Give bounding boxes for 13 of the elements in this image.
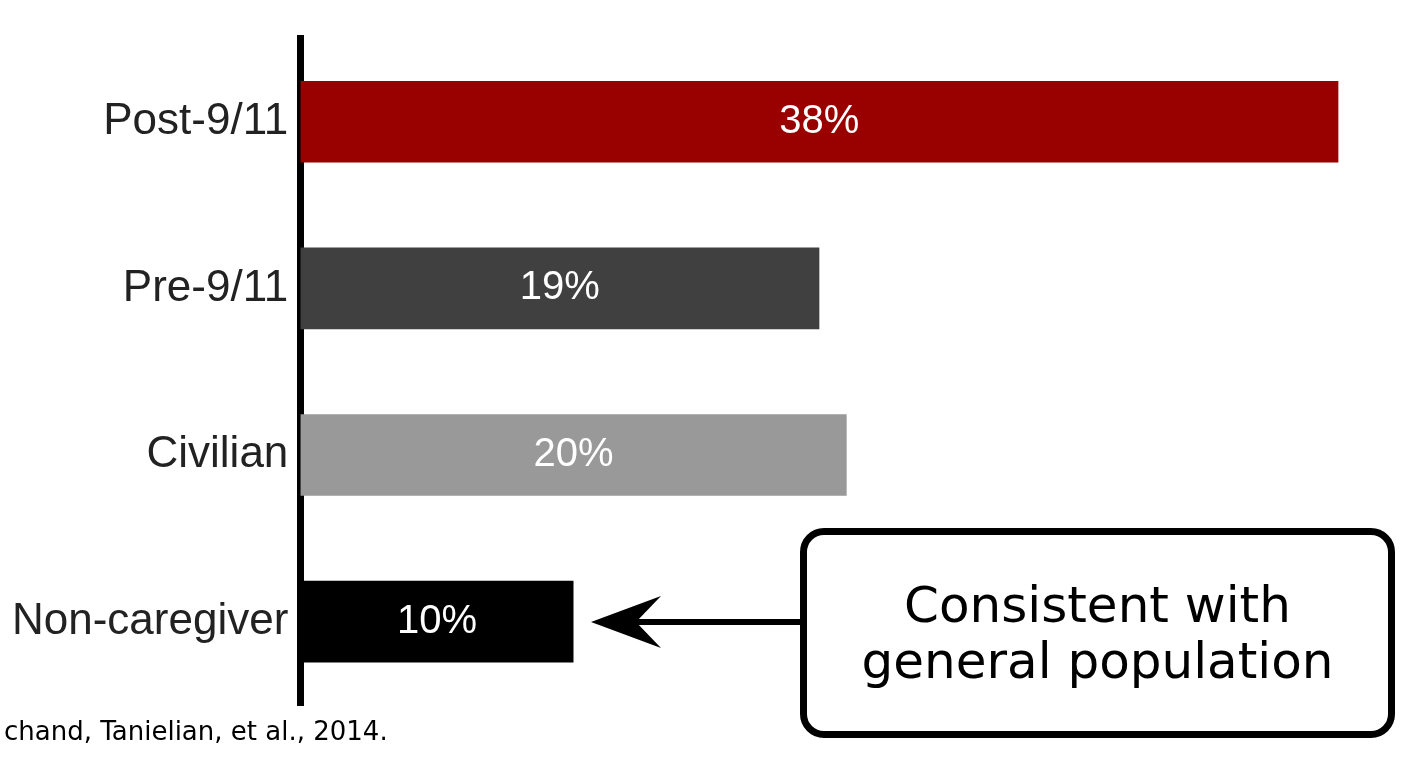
y-tick-label: Post-9/11 bbox=[103, 93, 289, 143]
data-label: 19% bbox=[519, 263, 600, 308]
bar bbox=[300, 247, 820, 330]
annotation: Consistent with general population bbox=[860, 576, 1335, 690]
data-label: 38% bbox=[779, 96, 860, 141]
data-label: 10% bbox=[396, 596, 477, 641]
bar bbox=[300, 80, 1339, 163]
y-tick-label: Non-caregiver bbox=[11, 593, 289, 643]
y-tick-label: Pre-9/11 bbox=[122, 260, 289, 310]
data-label: 20% bbox=[533, 430, 614, 475]
text: chand, Tanielian, et al., 2014. bbox=[4, 716, 388, 746]
bar bbox=[300, 414, 847, 496]
y-tick-label: Civilian bbox=[146, 427, 289, 477]
